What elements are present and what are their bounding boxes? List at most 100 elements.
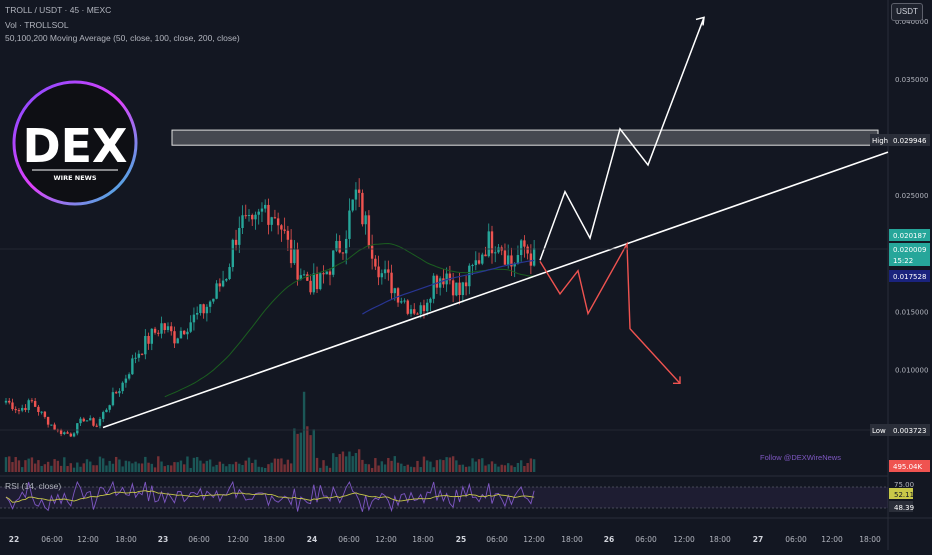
y-tick-label: 0.010000 [895, 366, 928, 374]
volume-bar [477, 459, 481, 472]
volume-bar [111, 463, 115, 472]
x-tick-label: 27 [753, 535, 763, 544]
volume-bar [170, 465, 173, 472]
candle-body [474, 260, 477, 266]
volume-bar [380, 461, 384, 472]
candles-group [4, 178, 536, 472]
volume-bar [199, 460, 202, 472]
volume-bar [105, 465, 108, 472]
volume-bar [40, 465, 43, 472]
volume-bar [24, 460, 27, 472]
candle-body [33, 401, 37, 407]
volume-bar [319, 467, 322, 472]
candle-body [157, 332, 160, 334]
volume-bar [160, 461, 163, 472]
x-tick-label: 12:00 [821, 535, 843, 544]
candle-body [228, 267, 231, 279]
volume-bar [484, 465, 487, 472]
candle-body [451, 280, 455, 296]
x-tick-label: 18:00 [263, 535, 285, 544]
x-tick-label: 12:00 [523, 535, 545, 544]
candle-body [348, 210, 351, 239]
x-tick-label: 18:00 [115, 535, 137, 544]
x-tick-label: 06:00 [188, 535, 210, 544]
x-tick-label: 06:00 [785, 535, 807, 544]
candle-body [322, 273, 325, 275]
volume-bar [494, 463, 497, 472]
volume-bar [27, 458, 30, 472]
candle-body [179, 330, 183, 339]
y-tick-label: 0.035000 [895, 76, 928, 84]
x-tick-label: 23 [158, 535, 168, 544]
volume-bar [283, 464, 286, 472]
bearish-projection-path [539, 241, 681, 384]
volume-bar [144, 456, 147, 472]
candle-body [377, 266, 380, 278]
volume-bar [419, 467, 422, 472]
candle-body [477, 260, 481, 264]
volume-bar [92, 465, 95, 472]
volume-bar [474, 461, 477, 472]
candle-body [432, 275, 435, 299]
price-tag-bg [889, 243, 930, 255]
volume-bar [17, 460, 21, 472]
price-tag-value: 0.020187 [893, 232, 926, 240]
rsi-line [5, 480, 535, 513]
candle-body [251, 215, 254, 220]
candle-body [66, 432, 69, 434]
candle-body [267, 204, 270, 225]
volume-bar [176, 462, 179, 472]
candle-body [82, 418, 85, 422]
candle-body [296, 249, 299, 280]
price-tag-bg [889, 270, 930, 282]
candle-body [270, 217, 273, 225]
volume-bar [513, 467, 516, 472]
candle-body [328, 271, 332, 275]
currency-button[interactable]: USDT [891, 3, 923, 21]
candle-body [244, 215, 247, 217]
candle-body [170, 326, 173, 332]
candle-body [72, 433, 76, 437]
candle-body [332, 250, 335, 275]
volume-bar [238, 463, 241, 472]
candle-body [361, 192, 364, 225]
candle-body [422, 305, 426, 312]
volume-bar [464, 466, 468, 472]
volume-bar [166, 465, 170, 472]
candle-body [195, 312, 199, 315]
candle-body [63, 432, 66, 435]
candle-body [532, 248, 536, 266]
candle-body [387, 269, 390, 273]
volume-bar [390, 460, 393, 472]
volume-bar [202, 463, 205, 472]
candle-body [448, 273, 452, 281]
volume-bar [140, 463, 144, 472]
candle-body [114, 392, 118, 394]
candle-body [312, 273, 315, 293]
volume-bar [231, 464, 234, 472]
candle-body [306, 274, 309, 281]
candle-body [17, 410, 21, 412]
volume-bar [30, 457, 34, 472]
symbol-line: TROLL / USDT · 45 · MEXC [5, 5, 112, 15]
volume-bar [325, 465, 328, 472]
y-tick-label: 0.025000 [895, 192, 928, 200]
volume-bar [289, 463, 293, 472]
candle-body [144, 335, 147, 355]
volume-bar [354, 453, 358, 472]
candle-body [241, 215, 244, 229]
volume-bar [403, 466, 406, 472]
candle-body [127, 374, 131, 379]
rsi-axis-label: 52.11 [894, 491, 914, 499]
volume-bar [114, 456, 118, 472]
price-tag-value: 15:22 [893, 257, 913, 265]
candle-body [458, 282, 461, 296]
volume-bar [529, 458, 533, 472]
price-tag-value: 0.017528 [893, 273, 926, 281]
volume-bar [189, 467, 192, 472]
candle-body [516, 255, 520, 264]
candle-body [260, 208, 264, 212]
volume-bar [208, 459, 212, 472]
